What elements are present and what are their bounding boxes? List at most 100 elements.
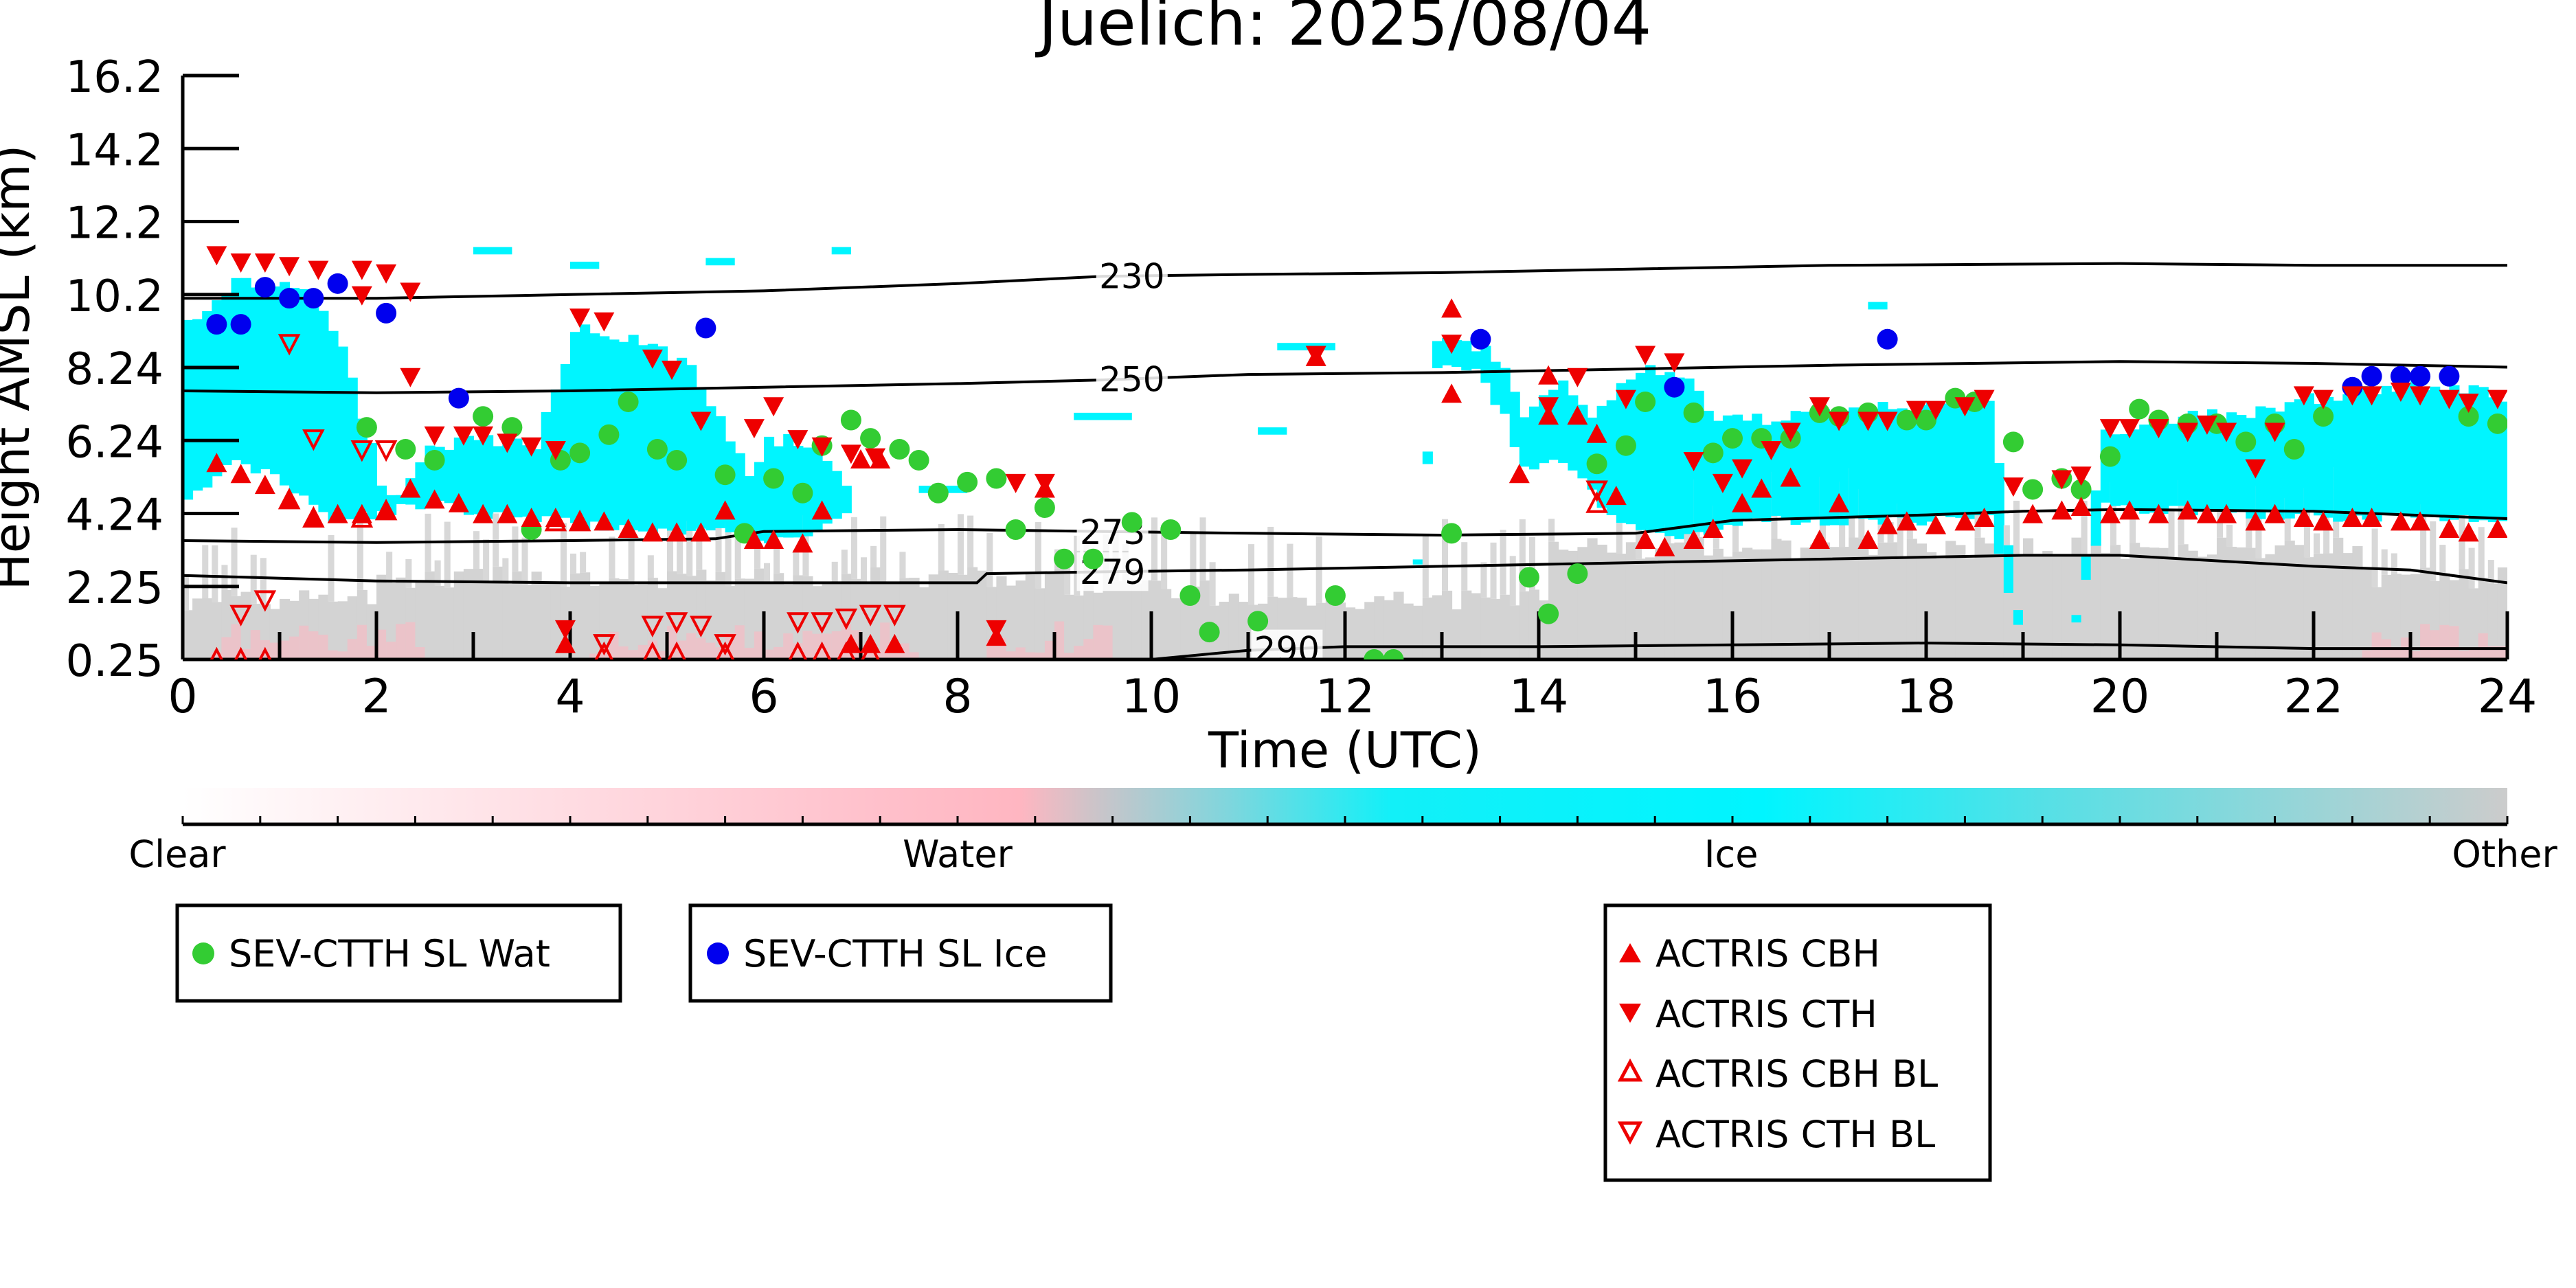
point-actris-cbh: [2458, 522, 2479, 542]
mask-other: [463, 569, 474, 659]
mask-ice: [1936, 403, 1947, 517]
point-sev-ctth-sl-wat: [1615, 435, 1636, 456]
mask-other: [2081, 500, 2088, 556]
point-actris-cth: [2002, 477, 2024, 497]
mask-ice: [1645, 365, 1656, 531]
mask-water: [328, 650, 339, 659]
mask-ice: [1432, 341, 1443, 369]
mask-ice: [2371, 394, 2382, 522]
point-actris-cbh: [2439, 518, 2460, 538]
mask-other: [1965, 558, 1976, 659]
mask-ice: [2303, 393, 2314, 512]
point-actris-cth: [1780, 422, 1801, 442]
mask-water: [415, 647, 426, 659]
mask-ice: [2381, 385, 2392, 514]
mask-water: [347, 639, 358, 659]
point-actris-cbh: [303, 507, 324, 527]
mask-other: [2497, 567, 2507, 659]
mask-water: [405, 622, 416, 659]
point-actris-cth: [453, 426, 474, 446]
point-actris-cth: [521, 437, 542, 457]
point-sev-ctth-sl-wat: [792, 482, 813, 504]
mask-other: [502, 584, 513, 659]
mask-water: [318, 634, 329, 659]
mask-other: [1374, 596, 1385, 659]
mask-other: [521, 585, 532, 659]
mask-ice: [667, 361, 678, 531]
point-actris-cth: [2148, 419, 2169, 439]
mask-other: [1616, 554, 1627, 659]
x-tick-label: 4: [555, 670, 585, 724]
mask-ice: [1606, 400, 1617, 515]
mask-ice: [347, 377, 358, 519]
mask-other: [2323, 515, 2330, 554]
point-actris-cbh: [743, 530, 765, 550]
point-actris-cbh: [1877, 515, 1898, 534]
mask-other: [1219, 601, 1230, 659]
point-sev-ctth-sl-wat: [1034, 497, 1055, 518]
point-actris-cth: [230, 253, 251, 273]
point-actris-cth: [2458, 393, 2479, 413]
mask-other: [1442, 590, 1453, 659]
point-actris-cbh: [1732, 493, 1753, 512]
mask-ice: [831, 471, 842, 519]
mask-other: [357, 522, 363, 590]
mask-ice: [269, 286, 280, 475]
point-sev-ctth-sl-wat: [473, 406, 494, 427]
legend-marker-sev-ice: [707, 942, 729, 964]
point-sev-ctth-sl-wat: [860, 428, 881, 449]
mask-other: [657, 588, 668, 659]
point-actris-cbh-bl: [1585, 491, 1608, 513]
mask-ice: [1877, 402, 1888, 525]
mask-ice: [2158, 420, 2169, 515]
point-actris-cth: [1761, 441, 1782, 460]
point-actris-cth: [254, 253, 275, 273]
point-sev-ctth-sl-wat: [1054, 548, 1075, 569]
mask-other: [2487, 583, 2498, 659]
mask-other: [337, 601, 348, 659]
point-actris-cth-bl: [859, 605, 882, 626]
y-axis-label: Height AMSL (km): [0, 145, 41, 591]
mask-water: [2420, 624, 2431, 659]
point-actris-cth: [763, 397, 784, 417]
mask-ice: [2478, 387, 2489, 521]
mask-ice: [473, 440, 484, 515]
mask-ice: [1839, 410, 1850, 526]
mask-ice: [1471, 351, 1482, 369]
point-sev-ctth-sl-wat: [424, 449, 445, 471]
mask-other: [1877, 542, 1888, 659]
mask-other: [861, 557, 868, 585]
point-actris-cth: [2177, 422, 2198, 442]
mask-other: [1238, 602, 1249, 659]
mask-other: [2226, 546, 2237, 659]
point-actris-cth: [1857, 411, 1879, 431]
mask-other: [2371, 528, 2378, 587]
mask-other: [986, 532, 993, 587]
contour-250: [183, 360, 2507, 394]
mask-other: [1442, 519, 1449, 591]
mask-ice: [1480, 346, 1491, 383]
mask-other: [744, 578, 755, 659]
mask-other: [1548, 541, 1559, 659]
point-actris-cth-bl: [641, 615, 664, 637]
mask-other: [2236, 547, 2247, 659]
mask-other: [434, 585, 445, 659]
mask-other: [589, 585, 600, 659]
mask-ice: [2149, 420, 2160, 513]
mask-ice: [637, 345, 648, 532]
y-tick-label: 10.2: [66, 271, 164, 322]
point-actris-cth: [2051, 470, 2072, 490]
point-sev-ctth-sl-wat: [1896, 409, 1917, 431]
mask-other: [1025, 574, 1036, 659]
mask-ice: [2362, 386, 2373, 520]
mask-other: [1006, 585, 1017, 659]
data-markers: [206, 246, 2507, 659]
mask-other: [967, 515, 974, 567]
mask-water: [1025, 652, 1036, 659]
mask-other: [1693, 536, 1704, 659]
point-sev-ctth-sl-wat: [1179, 585, 1201, 607]
point-actris-cbh-bl: [861, 641, 880, 659]
mask-water: [2362, 650, 2373, 659]
mask-other: [1015, 580, 1026, 659]
mask-ice: [2314, 404, 2325, 516]
